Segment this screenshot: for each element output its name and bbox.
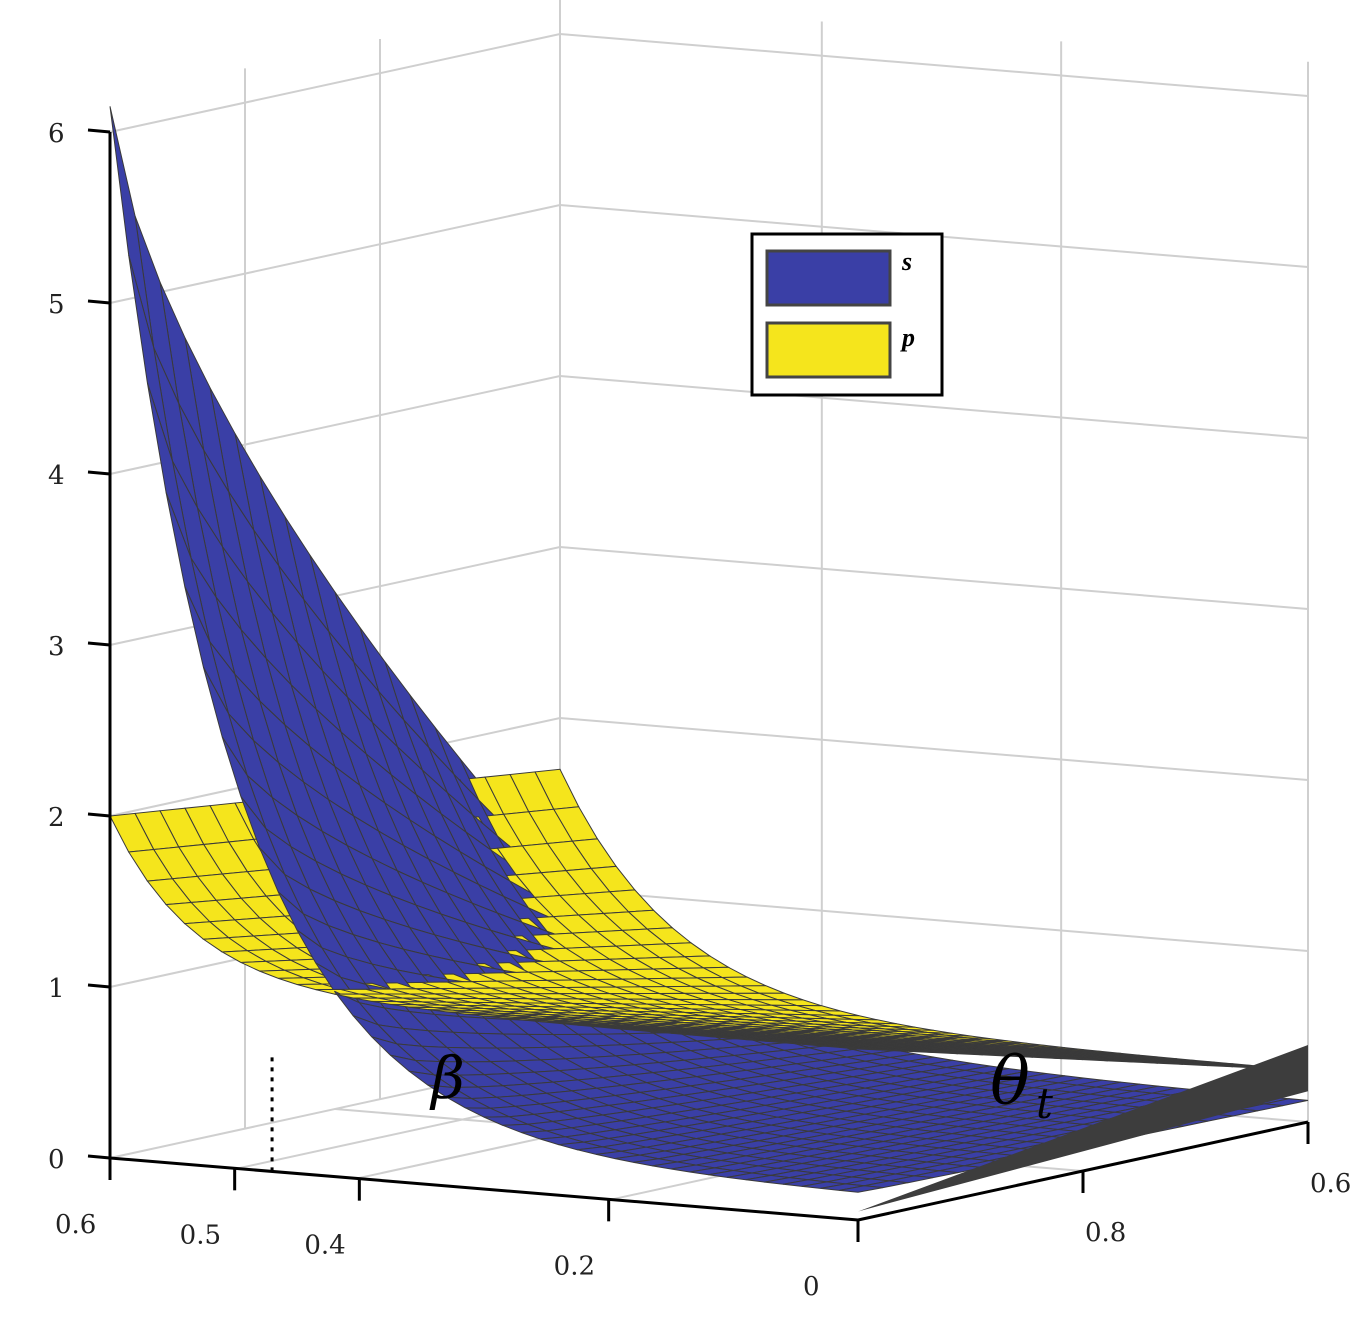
z-tick-label: 5	[48, 290, 65, 320]
surface-shadow	[858, 1045, 1308, 1212]
beta-tick-label: 0	[803, 1272, 820, 1302]
z-tick	[87, 641, 111, 647]
z-tick-label: 2	[48, 803, 65, 833]
z-tick-label: 1	[48, 974, 65, 1004]
theta-axis-label: θ t	[990, 1043, 1053, 1128]
z-tick	[87, 1154, 111, 1160]
z-tick	[87, 299, 111, 305]
legend-label-s: s	[901, 247, 912, 276]
surface-s-facet	[839, 1185, 884, 1193]
z-tick	[87, 983, 111, 989]
legend-label-p: p	[900, 323, 915, 352]
z-tick-label: 4	[48, 461, 65, 491]
surface-plot	[109, 106, 1309, 1212]
z-tick-label: 0	[48, 1145, 65, 1175]
beta-axis-label: β	[429, 1044, 465, 1112]
z-tick	[87, 812, 111, 818]
legend: s p	[750, 232, 944, 397]
grid-line	[109, 203, 1309, 304]
z-tick	[87, 470, 111, 476]
beta-tick-label: 0.2	[554, 1251, 595, 1281]
legend-swatch-p	[765, 321, 892, 379]
surface-p-facet	[839, 1046, 884, 1051]
axes: 0 1 2 3 4 5 6 0.6 0.5 0.4 0.2 0 0.8 0.6	[48, 119, 1351, 1302]
grid-line	[109, 32, 1309, 133]
theta-tick-label: 0.8	[1085, 1218, 1126, 1248]
beta-tick-label: 0.6	[55, 1210, 96, 1240]
z-tick	[87, 128, 111, 134]
grid-line	[109, 374, 1309, 475]
theta-tick-label: 0.6	[1310, 1169, 1351, 1199]
svg-text:t: t	[1036, 1079, 1053, 1128]
legend-swatch-s	[765, 249, 892, 307]
z-tick-label: 6	[48, 119, 65, 149]
surface-s-facet	[109, 106, 155, 348]
beta-tick-label: 0.4	[304, 1231, 345, 1261]
z-tick-label: 3	[48, 632, 65, 662]
beta-tick-label: 0.5	[180, 1220, 221, 1250]
svg-text:θ: θ	[990, 1043, 1030, 1120]
